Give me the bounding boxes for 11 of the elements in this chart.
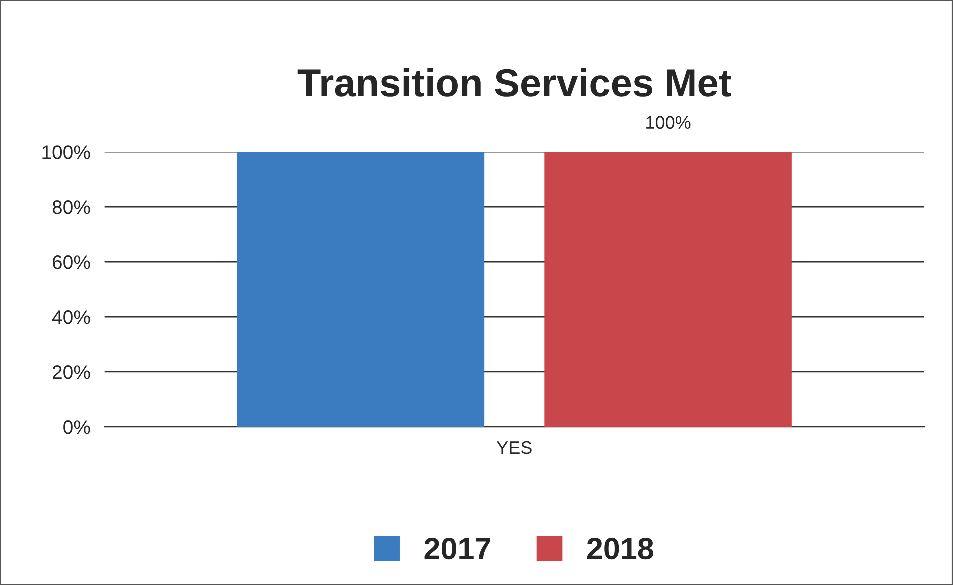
data-label: 100% xyxy=(646,116,691,130)
y-tick-label: 40% xyxy=(52,310,90,324)
chart-title: Transition Services Met xyxy=(298,68,732,97)
y-tick-label: 60% xyxy=(53,256,90,270)
legend-label: 2017 xyxy=(424,538,490,560)
y-tick-label: 0% xyxy=(64,420,90,434)
y-tick-label: 80% xyxy=(52,200,90,214)
x-tick-label: YES xyxy=(496,441,532,454)
y-tick-label: 20% xyxy=(53,366,90,380)
y-tick-label: 100% xyxy=(42,146,90,160)
legend-label: 2018 xyxy=(587,538,654,560)
